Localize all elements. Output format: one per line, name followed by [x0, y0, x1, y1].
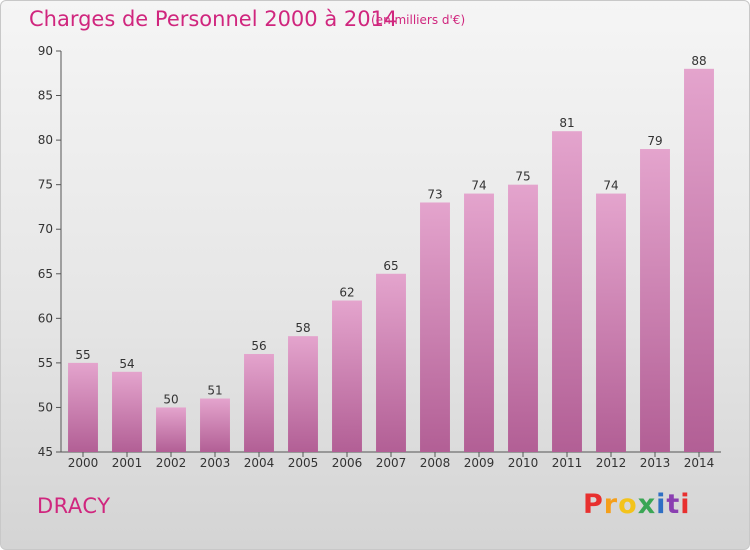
x-tick-label: 2013 [640, 456, 671, 470]
data-label: 56 [251, 339, 266, 353]
x-tick-label: 2012 [596, 456, 627, 470]
x-tick-label: 2011 [552, 456, 583, 470]
y-tick-label: 70 [38, 222, 53, 236]
x-tick-label: 2005 [288, 456, 319, 470]
logo-letter: P [583, 489, 604, 520]
bar [200, 398, 230, 452]
logo-letter: x [637, 489, 657, 520]
x-tick-label: 2002 [156, 456, 187, 470]
chart-title: Charges de Personnel 2000 à 2014 [29, 7, 398, 31]
bar [68, 362, 98, 452]
bar [156, 407, 186, 452]
bar [288, 336, 318, 452]
x-tick-label: 2010 [508, 456, 539, 470]
logo-letter: o [618, 489, 638, 520]
x-tick-label: 2000 [68, 456, 99, 470]
data-label: 74 [471, 179, 486, 193]
data-label: 58 [295, 321, 310, 335]
logo-letter: i [656, 489, 667, 520]
x-tick-label: 2007 [376, 456, 407, 470]
x-tick-label: 2009 [464, 456, 495, 470]
data-label: 73 [427, 187, 442, 201]
y-tick-label: 55 [38, 356, 53, 370]
data-label: 50 [163, 392, 178, 406]
y-tick-label: 50 [38, 400, 53, 414]
y-tick-label: 85 [38, 89, 53, 103]
bar [112, 371, 142, 452]
data-label: 54 [119, 357, 134, 371]
data-label: 55 [75, 348, 90, 362]
x-tick-label: 2004 [244, 456, 275, 470]
data-label: 81 [559, 116, 574, 130]
y-tick-label: 45 [38, 445, 53, 459]
data-label: 51 [207, 384, 222, 398]
bar [332, 300, 362, 452]
x-tick-label: 2014 [684, 456, 715, 470]
x-tick-label: 2008 [420, 456, 451, 470]
data-label: 79 [647, 134, 662, 148]
logo-letter: t [666, 489, 681, 520]
x-tick-label: 2001 [112, 456, 143, 470]
proxiti-logo[interactable]: Proxiti [583, 489, 691, 520]
bar [508, 184, 538, 452]
bar [640, 149, 670, 452]
bar [244, 353, 274, 452]
y-tick-label: 65 [38, 267, 53, 281]
bar [596, 193, 626, 453]
bar [552, 131, 582, 452]
bar [420, 202, 450, 452]
y-tick-label: 75 [38, 178, 53, 192]
x-tick-label: 2006 [332, 456, 363, 470]
data-label: 62 [339, 286, 354, 300]
data-label: 75 [515, 170, 530, 184]
x-tick-label: 2003 [200, 456, 231, 470]
logo-letter: i [680, 489, 691, 520]
data-label: 65 [383, 259, 398, 273]
bar [684, 68, 714, 453]
data-label: 74 [603, 179, 618, 193]
chart-subtitle: (en milliers d'€) [371, 13, 466, 27]
y-tick-label: 90 [38, 44, 53, 58]
y-tick-label: 60 [38, 311, 53, 325]
logo-letter: r [603, 489, 619, 520]
commune-name: DRACY [37, 494, 111, 518]
bar [464, 193, 494, 453]
y-tick-label: 80 [38, 133, 53, 147]
bar [376, 273, 406, 452]
data-label: 88 [691, 54, 706, 68]
